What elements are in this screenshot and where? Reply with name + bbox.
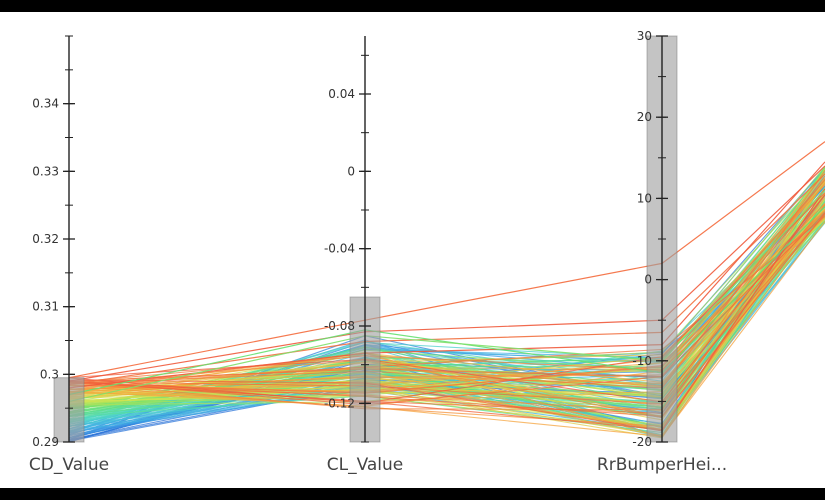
- tick-label: -10: [632, 354, 652, 368]
- tick-label: -0.04: [324, 242, 355, 256]
- tick-label: 0.33: [32, 164, 59, 178]
- tick-label: -20: [632, 435, 652, 449]
- tick-label: -0.08: [324, 319, 355, 333]
- chart-canvas: 0.29 0.3 0.31 0.32 0.33 0.34 CD_Value 0.04 0 -0.0…: [0, 12, 825, 488]
- tick-label: 0.29: [32, 435, 59, 449]
- axis-title: CD_Value: [29, 455, 109, 475]
- tick-label: 0.3: [40, 367, 59, 381]
- tick-label: 0.31: [32, 300, 59, 314]
- tick-label: 0.32: [32, 232, 59, 246]
- polylines-layer: [69, 142, 825, 442]
- axis-title: RrBumperHei...: [597, 455, 727, 475]
- parallel-coordinates-chart: 0.29 0.3 0.31 0.32 0.33 0.34 CD_Value 0.04 0 -0.0…: [0, 12, 825, 488]
- tick-label: 0.04: [328, 87, 355, 101]
- tick-label: 0: [644, 273, 652, 287]
- tick-label: 20: [637, 110, 652, 124]
- tick-label: 0: [347, 164, 355, 178]
- tick-label: 30: [637, 29, 652, 43]
- tick-label: 10: [637, 191, 652, 205]
- axis-title: CL_Value: [327, 455, 404, 475]
- tick-label: 0.34: [32, 97, 59, 111]
- tick-label: -0.12: [324, 396, 355, 410]
